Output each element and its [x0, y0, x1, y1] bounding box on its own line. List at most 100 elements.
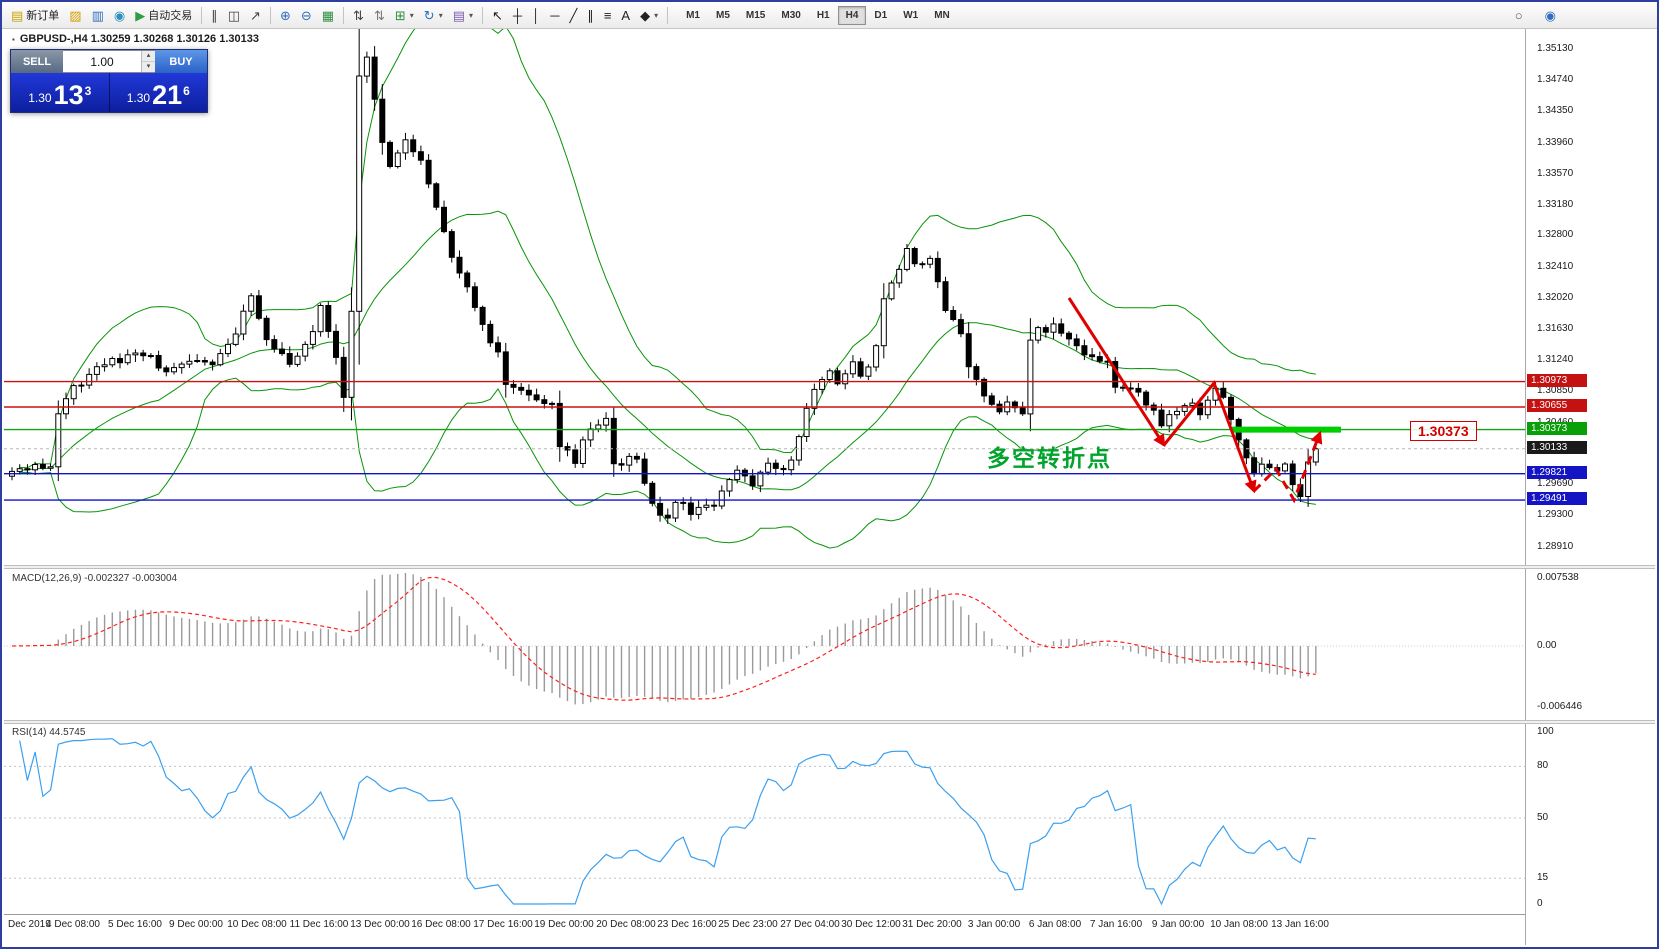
dropdown-caret-icon[interactable]: ▾ [654, 10, 659, 20]
buy-price-display[interactable]: 1.30 21 6 [110, 73, 208, 112]
line-chart-icon[interactable]: ↗ [245, 6, 266, 25]
timeframe-m1[interactable]: M1 [686, 9, 700, 21]
horizontal-line-icon[interactable]: ─ [545, 6, 564, 25]
price-axis-label: 1.33570 [1537, 168, 1574, 179]
timeframe-h4[interactable]: H4 [837, 5, 867, 25]
volume-value[interactable]: 1.00 [90, 54, 114, 69]
sell-button[interactable]: SELL [11, 50, 63, 73]
price-axis-label: 1.32800 [1537, 229, 1574, 240]
price-level-tag: 1.30655 [1527, 399, 1587, 412]
timeframe-m5[interactable]: M5 [716, 9, 730, 21]
dropdown-caret-icon[interactable]: ▾ [469, 10, 474, 20]
zoom-out-icon[interactable]: ⊖ [296, 6, 317, 25]
time-axis-label: 17 Dec 16:00 [473, 919, 533, 930]
arrange-windows-icon[interactable]: ⇅ [348, 6, 369, 25]
market-watch-icon[interactable]: ▥ [87, 6, 109, 25]
trendline-icon: ╱ [569, 7, 578, 23]
trend-arrow[interactable] [1067, 297, 1166, 448]
zoom-in-icon[interactable]: ⊕ [275, 6, 296, 25]
trendline-icon[interactable]: ╱ [564, 6, 582, 25]
price-axis-label: 1.33960 [1537, 137, 1574, 148]
toolbar-separator [343, 6, 345, 24]
chart-title: ▪ GBPUSD-,H4 1.30259 1.30268 1.30126 1.3… [12, 33, 259, 45]
help-icon[interactable]: ◉ [1540, 6, 1561, 25]
price-axis-label: 1.34350 [1537, 105, 1574, 116]
templates-icon[interactable]: ▤ ▾ [448, 6, 478, 25]
new-order-button-label: 新订单 [26, 10, 60, 22]
navigator-icon[interactable]: ◉ [109, 6, 130, 25]
crosshair-icon[interactable]: ┼ [508, 6, 527, 25]
new-order-button[interactable]: ▤ 新订单 [6, 4, 64, 26]
time-axis-label: 30 Dec 12:00 [841, 919, 901, 930]
time-axis-label: 5 Dec 16:00 [108, 919, 162, 930]
trend-arrow[interactable] [1252, 430, 1323, 504]
volume-up-button[interactable]: ▴ [142, 51, 155, 62]
price-axis-label: 1.35130 [1537, 43, 1574, 54]
profiles-icon[interactable]: ↻ ▾ [419, 6, 448, 25]
cursor-icon: ↖ [492, 7, 503, 23]
volume-control[interactable]: 1.00 ▴ ▾ [63, 50, 155, 73]
text-label-icon[interactable]: A [616, 6, 635, 25]
time-axis-label: 3 Jan 00:00 [967, 919, 1021, 930]
time-axis-label: 27 Dec 04:00 [780, 919, 840, 930]
dropdown-caret-icon[interactable]: ▾ [438, 10, 443, 20]
search-icon[interactable]: ○ [1510, 6, 1528, 25]
timeframe-m15[interactable]: M15 [745, 9, 766, 21]
time-axis-label: 9 Jan 00:00 [1151, 919, 1205, 930]
rsi-axis-label: 80 [1537, 760, 1549, 771]
chart-title-text: GBPUSD-,H4 1.30259 1.30268 1.30126 1.301… [19, 33, 259, 45]
tile-windows-icon[interactable]: ▦ [317, 6, 339, 25]
price-axis-label: 1.29690 [1537, 478, 1574, 489]
candlestick-chart-icon[interactable]: ◫ [223, 6, 245, 25]
price-axis-label: 1.32410 [1537, 261, 1574, 272]
cursor-icon[interactable]: ↖ [487, 6, 508, 25]
zoom-in-icon: ⊕ [279, 7, 291, 23]
charts-bar-icon[interactable]: ▨ [64, 6, 86, 25]
horizontal-line-icon: ─ [550, 7, 560, 23]
cascade-windows-icon[interactable]: ⇅ [369, 6, 390, 25]
time-axis-label: 20 Dec 08:00 [596, 919, 656, 930]
dropdown-caret-icon[interactable]: ▾ [409, 10, 414, 20]
panel-separator[interactable] [4, 565, 1655, 569]
volume-stepper[interactable]: ▴ ▾ [141, 51, 155, 72]
timeframe-h1[interactable]: H1 [816, 9, 830, 21]
macd-axis-label: -0.006446 [1537, 701, 1583, 712]
time-axis-label: 23 Dec 16:00 [657, 919, 717, 930]
trend-arrow[interactable] [1162, 380, 1257, 494]
timeframe-w1[interactable]: W1 [903, 9, 919, 21]
cascade-windows-icon: ⇅ [373, 7, 385, 23]
toolbar: ▤ 新订单 ▨ ▥ ◉ ▶ 自动交易 ∥ ◫ ↗ ⊕ ⊖ ▦ ⇅ ⇅ ⊞ ▾ ↻ ▾ ▤ ▾ ↖ ┼ │ ─ ╱ ∥ ≡ A ◆ ▾ M1 M… [2, 2, 1657, 29]
new-chart-icon: ⊞ [394, 7, 406, 23]
arrow-objects-icon[interactable]: ◆ ▾ [635, 6, 663, 25]
arrow-objects-icon: ◆ [640, 7, 651, 23]
sell-price-big: 13 [53, 80, 84, 110]
new-order-icon: ▤ [11, 7, 24, 23]
buy-button[interactable]: BUY [155, 50, 207, 73]
search-icon: ○ [1514, 7, 1523, 23]
timeframe-m30[interactable]: M30 [781, 9, 801, 21]
time-axis-label: 13 Jan 16:00 [1271, 919, 1329, 930]
vertical-line-icon: │ [532, 7, 541, 23]
price-axis-label: 1.29300 [1537, 509, 1574, 520]
price-level-callout: 1.30373 [1410, 421, 1477, 441]
buy-price-big: 21 [152, 80, 183, 110]
price-scale[interactable]: 1.35130 1.34740 1.34350 1.33960 1.33570 1.331… [1525, 29, 1655, 945]
crosshair-icon: ┼ [512, 7, 523, 23]
toolbar-right-group: ○ ◉ [1510, 6, 1561, 25]
channel-icon[interactable]: ∥ [582, 6, 599, 25]
new-chart-icon[interactable]: ⊞ ▾ [390, 6, 419, 25]
sell-price-display[interactable]: 1.30 13 3 [11, 73, 110, 112]
vertical-line-icon[interactable]: │ [527, 6, 545, 25]
timeframe-d1[interactable]: D1 [874, 9, 888, 21]
volume-down-button[interactable]: ▾ [142, 62, 155, 72]
zoom-out-icon: ⊖ [300, 7, 312, 23]
autotrading-button[interactable]: ▶ 自动交易 [130, 4, 197, 26]
panel-separator[interactable] [4, 720, 1655, 724]
macd-axis-label: 0.007538 [1537, 572, 1579, 583]
toolbar-separator [201, 6, 203, 24]
bar-chart-icon[interactable]: ∥ [206, 6, 223, 25]
timeframe-mn[interactable]: MN [934, 9, 950, 21]
fibonacci-icon[interactable]: ≡ [599, 6, 617, 25]
current-price-tag: 1.30133 [1527, 441, 1587, 454]
time-axis-label: 31 Dec 20:00 [902, 919, 962, 930]
